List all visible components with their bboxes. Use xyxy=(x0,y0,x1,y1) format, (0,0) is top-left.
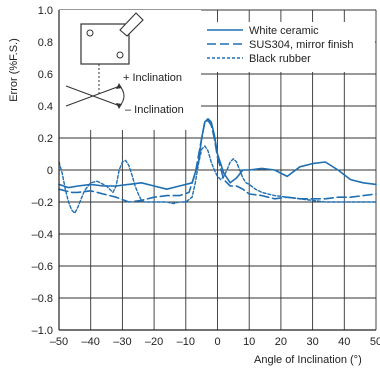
plus-inclination-label: + Inclination xyxy=(123,72,182,84)
x-tick-label: 40 xyxy=(338,336,350,348)
x-axis-title: Angle of Inclination (°) xyxy=(254,354,362,366)
y-tick-label: –0.2 xyxy=(32,197,53,209)
arrow-up-icon xyxy=(116,83,122,89)
cable-icon xyxy=(119,12,144,37)
legend-label: Black rubber xyxy=(249,53,311,65)
y-tick-label: 0 xyxy=(47,165,53,177)
y-tick-label: –0.8 xyxy=(32,293,53,305)
arrow-down-icon xyxy=(116,103,122,109)
x-tick-label: 50 xyxy=(370,336,380,348)
y-tick-label: –0.4 xyxy=(32,229,53,241)
y-axis-title: Error (%F.S.) xyxy=(8,38,20,102)
legend-label: White ceramic xyxy=(249,25,319,37)
y-tick-label: –0.6 xyxy=(32,261,53,273)
inclination-minus-line xyxy=(65,85,121,107)
series-line-black-rubber xyxy=(58,145,377,214)
legend-label: SUS304, mirror finish xyxy=(249,39,354,51)
x-tick-label: 10 xyxy=(243,336,255,348)
y-tick-label: 0.4 xyxy=(38,101,53,113)
minus-inclination-label: – Inclination xyxy=(125,104,184,116)
x-tick-label: 30 xyxy=(306,336,318,348)
y-tick-label: 0.6 xyxy=(38,69,53,81)
x-tick-label: –20 xyxy=(145,336,163,348)
mount-hole-icon xyxy=(86,29,94,37)
x-tick-label: –30 xyxy=(113,336,131,348)
series xyxy=(58,118,377,214)
y-tick-label: 0.2 xyxy=(38,133,53,145)
x-tick-label: –50 xyxy=(50,336,68,348)
x-tick-label: 0 xyxy=(214,336,220,348)
legend: White ceramic SUS304, mirror finish Black … xyxy=(201,22,375,72)
x-tick-label: 20 xyxy=(275,336,287,348)
mount-hole-icon xyxy=(116,51,124,59)
x-tick-label: –10 xyxy=(177,336,195,348)
y-tick-label: 1.0 xyxy=(38,5,53,17)
y-tick-label: 0.8 xyxy=(38,37,53,49)
axes: –50 –40 –30 –20 –10 0 10 20 30 40 50 –1.0 –0.8 –0.6 –0… xyxy=(32,5,380,348)
series-line-white-ceramic xyxy=(58,118,377,190)
sensor-inclination-illustration: + Inclination – Inclination xyxy=(59,10,201,130)
y-tick-label: –1.0 xyxy=(32,325,53,337)
x-tick-label: –40 xyxy=(82,336,100,348)
